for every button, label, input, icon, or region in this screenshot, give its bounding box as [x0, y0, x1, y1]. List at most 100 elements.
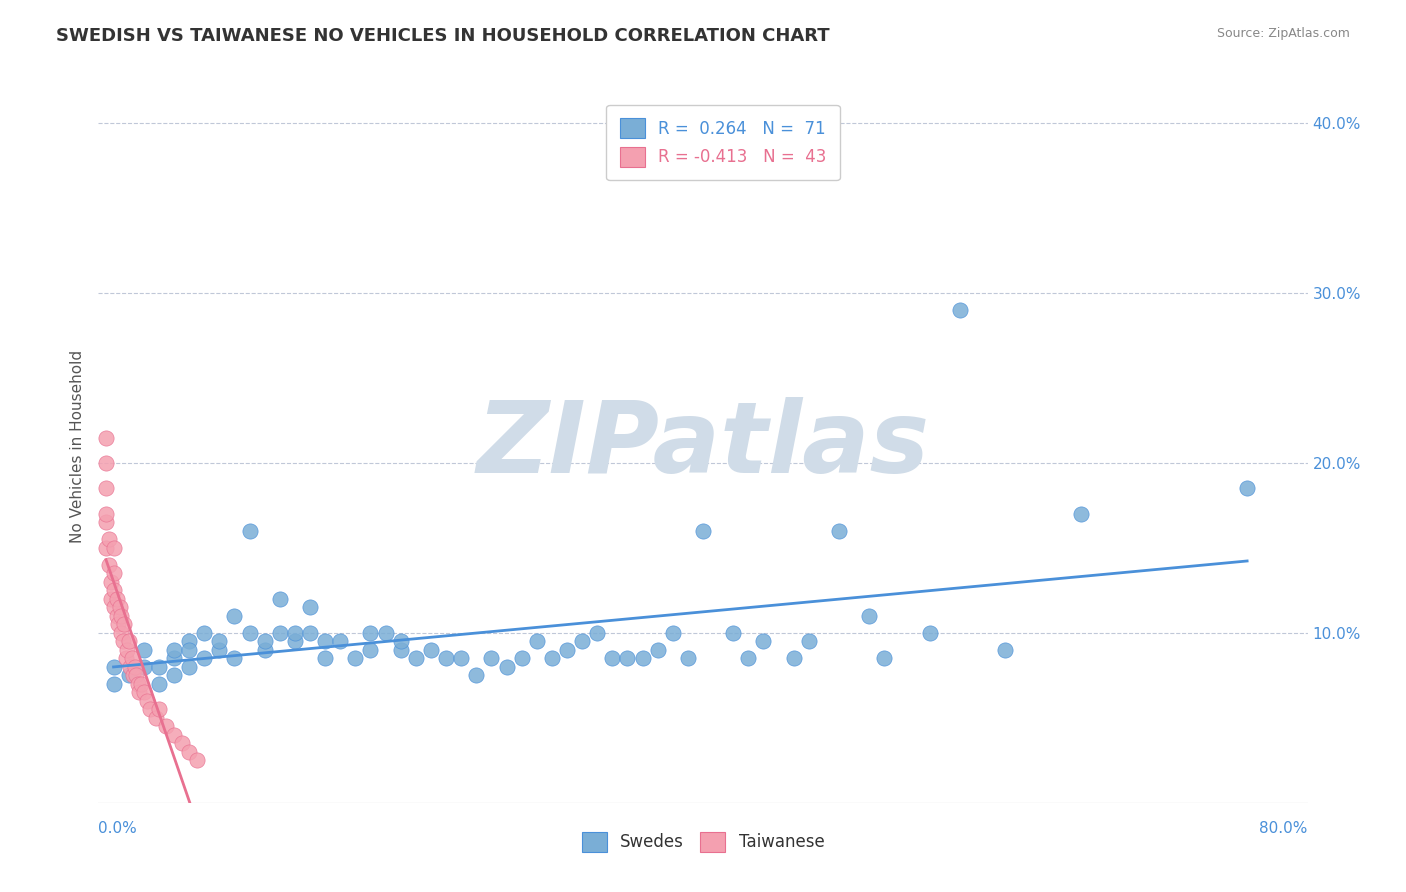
- Point: [586, 626, 609, 640]
- Point: [495, 660, 517, 674]
- Point: [450, 651, 472, 665]
- Point: [132, 685, 155, 699]
- Point: [193, 651, 215, 665]
- Point: [112, 617, 135, 632]
- Point: [121, 651, 143, 665]
- Point: [170, 736, 193, 750]
- Point: [148, 660, 170, 674]
- Point: [103, 583, 125, 598]
- Point: [510, 651, 533, 665]
- Point: [389, 643, 412, 657]
- Point: [148, 702, 170, 716]
- Point: [299, 600, 322, 615]
- Point: [107, 617, 129, 632]
- Point: [208, 634, 231, 648]
- Point: [94, 516, 117, 530]
- Point: [122, 668, 145, 682]
- Point: [103, 660, 125, 674]
- Point: [132, 643, 155, 657]
- Text: SWEDISH VS TAIWANESE NO VEHICLES IN HOUSEHOLD CORRELATION CHART: SWEDISH VS TAIWANESE NO VEHICLES IN HOUS…: [56, 27, 830, 45]
- Point: [676, 651, 699, 665]
- Point: [253, 643, 276, 657]
- Point: [103, 566, 125, 581]
- Point: [100, 574, 122, 589]
- Point: [797, 634, 820, 648]
- Point: [405, 651, 427, 665]
- Point: [98, 558, 121, 572]
- Point: [692, 524, 714, 538]
- Point: [179, 660, 201, 674]
- Point: [374, 626, 396, 640]
- Point: [949, 303, 972, 318]
- Point: [555, 643, 578, 657]
- Point: [616, 651, 638, 665]
- Point: [253, 634, 276, 648]
- Point: [571, 634, 593, 648]
- Point: [120, 660, 142, 674]
- Point: [139, 702, 162, 716]
- Point: [661, 626, 683, 640]
- Point: [994, 643, 1017, 657]
- Point: [132, 660, 155, 674]
- Point: [94, 456, 117, 470]
- Point: [111, 634, 134, 648]
- Point: [94, 430, 117, 444]
- Point: [128, 685, 150, 699]
- Text: 0.0%: 0.0%: [98, 821, 138, 836]
- Point: [465, 668, 488, 682]
- Point: [129, 677, 152, 691]
- Point: [389, 634, 412, 648]
- Point: [179, 643, 201, 657]
- Point: [103, 600, 125, 615]
- Point: [100, 591, 122, 606]
- Point: [224, 651, 246, 665]
- Point: [208, 643, 231, 657]
- Point: [118, 668, 141, 682]
- Point: [193, 626, 215, 640]
- Point: [118, 634, 141, 648]
- Point: [108, 600, 131, 615]
- Point: [127, 677, 149, 691]
- Point: [434, 651, 457, 665]
- Y-axis label: No Vehicles in Household: No Vehicles in Household: [69, 350, 84, 542]
- Text: 80.0%: 80.0%: [1260, 821, 1308, 836]
- Point: [647, 643, 669, 657]
- Point: [284, 634, 307, 648]
- Point: [148, 677, 170, 691]
- Point: [124, 660, 146, 674]
- Point: [314, 651, 336, 665]
- Point: [98, 533, 121, 547]
- Point: [314, 634, 336, 648]
- Point: [179, 634, 201, 648]
- Point: [179, 745, 201, 759]
- Point: [344, 651, 367, 665]
- Point: [110, 626, 132, 640]
- Text: ZIPatlas: ZIPatlas: [477, 398, 929, 494]
- Point: [752, 634, 775, 648]
- Point: [420, 643, 443, 657]
- Point: [299, 626, 322, 640]
- Point: [1236, 482, 1258, 496]
- Point: [269, 626, 291, 640]
- Point: [723, 626, 745, 640]
- Point: [526, 634, 548, 648]
- Point: [114, 651, 136, 665]
- Point: [1070, 507, 1092, 521]
- Point: [186, 753, 208, 767]
- Point: [94, 541, 117, 555]
- Point: [858, 608, 880, 623]
- Point: [94, 507, 117, 521]
- Point: [737, 651, 759, 665]
- Point: [145, 711, 167, 725]
- Point: [224, 608, 246, 623]
- Point: [918, 626, 941, 640]
- Point: [873, 651, 896, 665]
- Point: [163, 651, 186, 665]
- Point: [105, 608, 128, 623]
- Point: [110, 608, 132, 623]
- Point: [783, 651, 806, 665]
- Point: [135, 694, 157, 708]
- Legend: Swedes, Taiwanese: Swedes, Taiwanese: [575, 825, 831, 859]
- Point: [631, 651, 654, 665]
- Point: [481, 651, 503, 665]
